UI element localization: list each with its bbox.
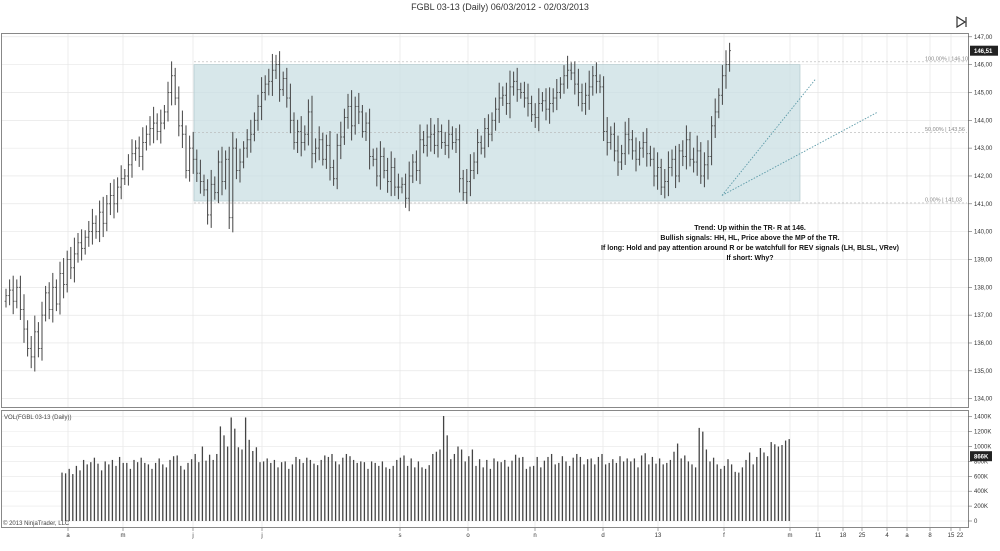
- annotation-line-1: Trend: Up within the TR- R at 146.: [694, 225, 806, 232]
- price-tick-label: 135,00: [974, 369, 993, 375]
- price-tick-label: 144,00: [974, 118, 993, 124]
- price-tick-label: 136,00: [974, 341, 993, 347]
- volume-tick-label: 1400K: [974, 415, 991, 421]
- volume-tick-label: 200K: [974, 504, 988, 510]
- trendline: [721, 111, 879, 196]
- price-axis: 134,00 135,00 136,00 137,00 138,00 139,00 140,…: [968, 35, 998, 403]
- volume-tick-label: 0: [974, 519, 978, 525]
- price-tick-label: 143,00: [974, 146, 993, 152]
- analysis-annotation: Trend: Up within the TR- R at 146. Bulli…: [560, 224, 940, 264]
- date-tick-label: j: [260, 533, 262, 539]
- trendline: [721, 78, 817, 196]
- price-bars: [4, 42, 731, 372]
- price-tick-label: 139,00: [974, 257, 993, 263]
- price-tick-label: 138,00: [974, 285, 993, 291]
- current-volume-badge: [970, 451, 992, 462]
- volume-axis: 0 200K 400K 600K 800K 1000K 1200K 1400K 866K: [968, 415, 992, 525]
- date-tick-label: f: [723, 533, 725, 539]
- date-tick-label: 18: [840, 533, 847, 539]
- price-tick-label: 142,00: [974, 174, 993, 180]
- trading-range-box: [193, 64, 801, 202]
- date-tick-label: 4: [885, 533, 889, 539]
- price-tick-label: 137,00: [974, 313, 993, 319]
- copyright-text: © 2013 NinjaTrader, LLC: [3, 520, 70, 527]
- annotation-line-2: Bullish signals: HH, HL, Price above the…: [660, 235, 840, 242]
- date-tick-label: n: [533, 533, 536, 539]
- date-tick-label: 11: [815, 533, 822, 539]
- price-tick-label: 141,00: [974, 202, 993, 208]
- fib-level-label: 100,00% | 146,10: [925, 56, 968, 62]
- date-tick-label: o: [466, 533, 470, 539]
- volume-panel-frame: [1, 410, 969, 528]
- price-tick-label: 147,00: [974, 35, 993, 41]
- date-tick-label: 13: [655, 533, 662, 539]
- current-price-label: 146,51: [974, 49, 993, 55]
- current-price-badge: [970, 45, 998, 56]
- price-tick-label: 146,00: [974, 63, 993, 69]
- volume-tick-label: 600K: [974, 474, 988, 480]
- price-tick-label: 140,00: [974, 230, 993, 236]
- date-tick-label: s: [399, 533, 402, 539]
- date-tick-label: 22: [957, 533, 964, 539]
- price-panel-frame: [1, 33, 969, 408]
- date-tick-label: 15: [948, 533, 955, 539]
- volume-tick-label: 800K: [974, 459, 988, 465]
- fib-level-label: 50,00% | 143,56: [925, 127, 965, 133]
- date-tick-label: d: [601, 533, 604, 539]
- price-tick-label: 145,00: [974, 90, 993, 96]
- volume-tick-label: 1200K: [974, 430, 991, 436]
- date-tick-label: j: [191, 533, 193, 539]
- annotation-line-4: If short: Why?: [726, 255, 774, 262]
- volume-panel-title: VOL(FGBL 03-13 (Daily)): [4, 415, 71, 421]
- price-tick-label: 134,00: [974, 397, 993, 403]
- date-tick-label: 25: [859, 533, 866, 539]
- volume-tick-label: 1000K: [974, 445, 991, 451]
- fib-level-label: 0,00% | 141,03: [925, 197, 962, 203]
- volume-bars: [61, 415, 790, 521]
- trading-range-layer: 100,00% | 146,10 50,00% | 143,56 0,00% | 1…: [193, 56, 968, 203]
- date-tick-label: a: [905, 533, 909, 539]
- date-axis: a m j j s o n d 13 f m 11 18 25 4 a 8 15 22: [66, 528, 964, 539]
- date-tick-label: 8: [928, 533, 932, 539]
- window-title: FGBL 03-13 (Daily) 06/03/2012 - 02/03/20…: [411, 2, 589, 12]
- chart-close-icon[interactable]: [955, 15, 969, 29]
- date-tick-label: a: [66, 533, 70, 539]
- date-tick-label: m: [788, 533, 793, 539]
- current-volume-label: 866K: [974, 455, 989, 461]
- volume-tick-label: 400K: [974, 489, 988, 495]
- annotation-line-3: If long: Hold and pay attention around R…: [601, 245, 899, 252]
- date-tick-label: m: [121, 533, 126, 539]
- trendline-layer: [721, 78, 879, 196]
